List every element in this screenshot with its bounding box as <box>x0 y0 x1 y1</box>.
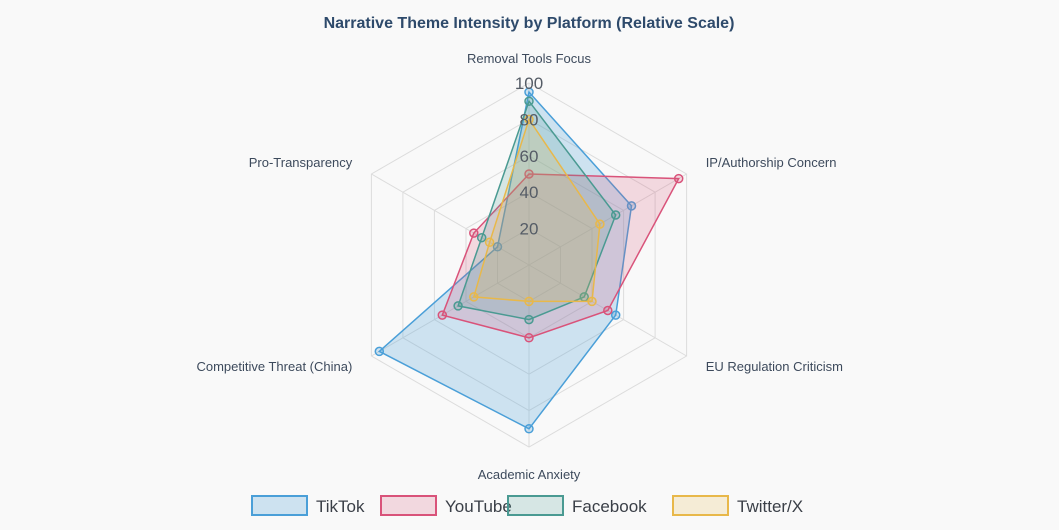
axis-spoke <box>371 264 530 357</box>
data-point[interactable] <box>524 114 534 125</box>
data-point[interactable] <box>626 201 637 211</box>
series-tiktok[interactable] <box>374 87 637 434</box>
data-point[interactable] <box>524 169 534 179</box>
tick-label: 100 <box>515 74 543 93</box>
data-point[interactable] <box>524 296 534 307</box>
legend-item[interactable]: TikTok <box>251 495 365 516</box>
tick-label: 40 <box>520 183 539 202</box>
tick-label: 20 <box>520 220 539 239</box>
data-point[interactable] <box>453 301 463 311</box>
data-point[interactable] <box>610 210 621 220</box>
radar-series <box>374 87 684 434</box>
data-point[interactable] <box>374 346 385 357</box>
series-facebook[interactable] <box>453 96 621 325</box>
data-point[interactable] <box>492 242 503 252</box>
data-point[interactable] <box>524 87 534 97</box>
radar-ticks: 20 40 60 80 100 <box>515 74 543 239</box>
axis-label: Academic Anxiety <box>478 467 581 482</box>
tick-label: 80 <box>520 110 539 129</box>
data-point[interactable] <box>587 296 597 307</box>
legend-item[interactable]: Facebook <box>507 495 647 516</box>
legend-swatch <box>380 495 437 516</box>
data-point[interactable] <box>603 305 613 316</box>
data-point[interactable] <box>484 237 495 248</box>
data-point[interactable] <box>673 173 684 184</box>
data-point[interactable] <box>524 333 534 343</box>
series-area <box>472 117 601 303</box>
axis-label: IP/Authorship Concern <box>706 155 837 170</box>
data-point[interactable] <box>524 424 534 434</box>
chart-title: Narrative Theme Intensity by Platform (R… <box>324 15 735 32</box>
data-point[interactable] <box>437 310 448 320</box>
legend-label: TikTok <box>316 497 365 516</box>
legend-swatch <box>672 495 729 516</box>
legend-item[interactable]: Twitter/X <box>672 495 803 516</box>
legend[interactable]: TikTok YouTube Facebook Twitter/X <box>251 495 803 516</box>
axis-label: Pro-Transparency <box>249 155 353 170</box>
axis-label: Competitive Threat (China) <box>196 359 352 374</box>
data-point[interactable] <box>524 314 534 325</box>
tick-label: 60 <box>520 147 539 166</box>
axis-spoke <box>528 173 687 266</box>
data-point[interactable] <box>595 219 605 229</box>
data-point[interactable] <box>469 228 479 238</box>
legend-label: Facebook <box>572 497 647 516</box>
series-area <box>457 99 617 321</box>
axis-label: Removal Tools Focus <box>467 51 592 66</box>
legend-label: Twitter/X <box>737 497 803 516</box>
axis-label: EU Regulation Criticism <box>706 359 843 374</box>
legend-swatch <box>507 495 564 516</box>
data-point[interactable] <box>476 232 487 243</box>
data-point[interactable] <box>524 96 534 106</box>
legend-swatch <box>251 495 308 516</box>
legend-label: YouTube <box>445 497 512 516</box>
axis-spoke <box>371 173 530 266</box>
series-twitter-x[interactable] <box>469 114 605 307</box>
data-point[interactable] <box>469 292 479 302</box>
axis-labels: Removal Tools Focus IP/Authorship Concern… <box>196 51 842 482</box>
series-area <box>377 90 633 430</box>
data-point[interactable] <box>610 310 621 320</box>
legend-item[interactable]: YouTube <box>380 495 512 516</box>
